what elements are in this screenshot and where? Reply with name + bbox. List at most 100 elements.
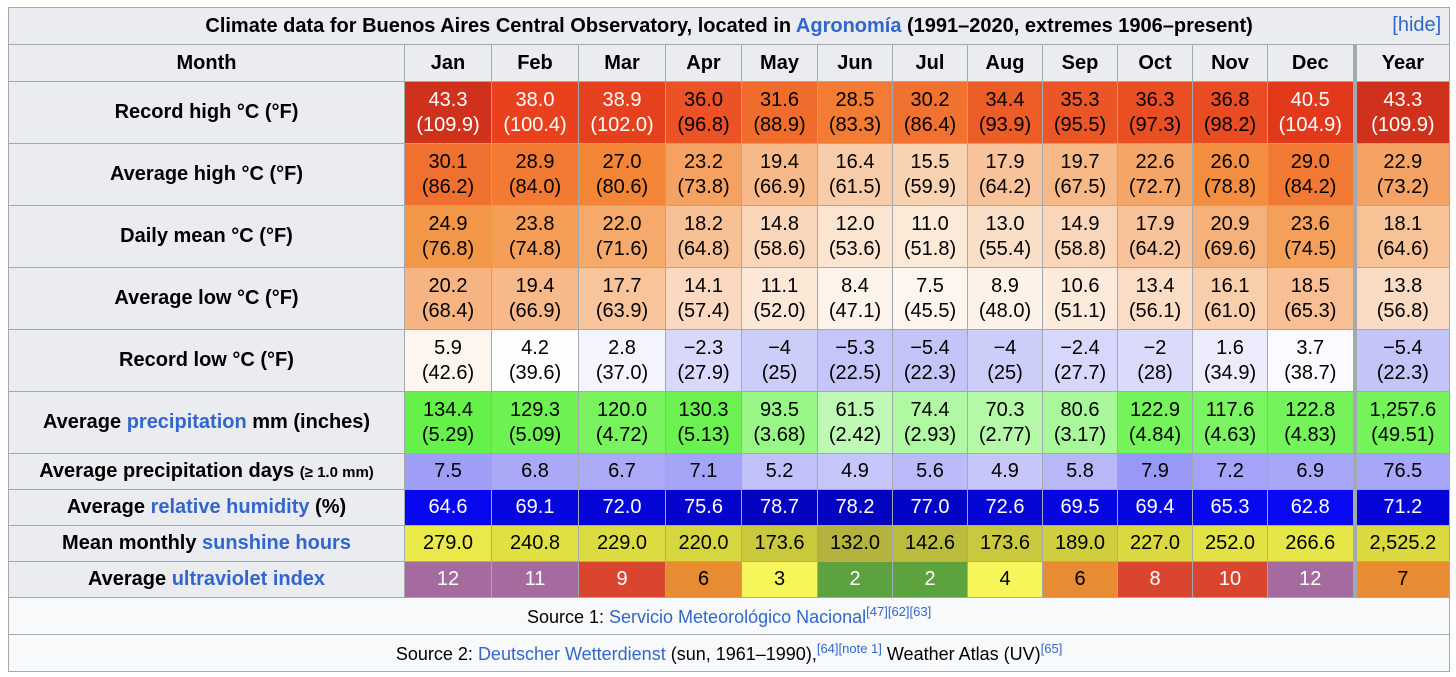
value-secondary: (56.1) xyxy=(1128,299,1182,322)
cell-record-high-sep: 35.3 (95.5) xyxy=(1042,81,1118,144)
cell-record-high-oct: 36.3 (97.3) xyxy=(1117,81,1193,144)
value-secondary: (53.6) xyxy=(828,237,882,260)
row-average-precipitation: Average precipitation mm (inches) 134.4 (5… xyxy=(8,391,1451,454)
row-label-link-relative-humidity[interactable]: relative humidity xyxy=(150,496,310,518)
dwd-link[interactable]: Deutscher Wetterdienst xyxy=(477,644,666,664)
caption-text-before: Climate data for Buenos Aires Central Ob… xyxy=(205,14,796,37)
value-celsius: 5.2 xyxy=(765,460,794,482)
row-sunshine-hours: Mean monthly sunshine hours 279.0 240.8 229… xyxy=(8,525,1451,562)
cell-average-precipitation-oct: 122.9 (4.84) xyxy=(1117,391,1193,454)
cell-record-high-jun: 28.5 (83.3) xyxy=(817,81,893,144)
cell-precipitation-days-dec: 6.9 xyxy=(1267,453,1355,490)
value-celsius: 279.0 xyxy=(422,532,474,554)
row-label-pre-average-low: Average low °C (°F) xyxy=(114,287,299,309)
cell-precipitation-days-feb: 6.8 xyxy=(491,453,579,490)
value-secondary: (93.9) xyxy=(978,113,1032,136)
agronomia-link[interactable]: Agronomía xyxy=(795,14,902,37)
cell-record-low-year: −5.4 (22.3) xyxy=(1352,329,1451,392)
cell-sunshine-hours-year: 2,525.2 xyxy=(1352,525,1451,562)
value-secondary: (58.6) xyxy=(753,237,806,260)
value-secondary: (57.4) xyxy=(677,299,730,322)
value-secondary: (67.5) xyxy=(1053,175,1107,198)
month-header-aug: Aug xyxy=(967,44,1043,82)
value-celsius: 122.8 xyxy=(1285,398,1336,421)
value-celsius: 2,525.2 xyxy=(1369,532,1437,554)
value-celsius: 10 xyxy=(1218,568,1242,590)
value-celsius: 117.6 xyxy=(1205,398,1255,421)
value-celsius: 77.0 xyxy=(910,496,950,518)
value-celsius: 240.8 xyxy=(509,532,561,554)
row-label-link-average-precipitation[interactable]: precipitation xyxy=(126,411,247,433)
month-header-jun: Jun xyxy=(817,44,893,82)
value-secondary: (59.9) xyxy=(903,175,957,198)
source-2-refs-2[interactable]: [65] xyxy=(1040,641,1063,656)
cell-average-precipitation-feb: 129.3 (5.09) xyxy=(491,391,579,454)
cell-sunshine-hours-mar: 229.0 xyxy=(578,525,666,562)
cell-daily-mean-mar: 22.0 (71.6) xyxy=(578,205,666,268)
row-label-sunshine-hours: Mean monthly sunshine hours xyxy=(8,525,405,562)
value-secondary: (73.2) xyxy=(1376,175,1429,198)
value-secondary: (56.8) xyxy=(1376,299,1429,322)
value-celsius: 2 xyxy=(849,568,861,590)
climate-table-container: Climate data for Buenos Aires Central Ob… xyxy=(7,7,1451,672)
source-1-refs[interactable]: [47][62][63] xyxy=(866,604,932,619)
value-celsius: 120.0 xyxy=(596,398,648,421)
climate-table: Climate data for Buenos Aires Central Ob… xyxy=(7,7,1451,672)
value-secondary: (5.13) xyxy=(677,423,730,446)
row-label-record-high: Record high °C (°F) xyxy=(8,81,405,144)
source-2-refs[interactable]: [64][note 1] xyxy=(816,641,882,656)
month-header-apr: Apr xyxy=(665,44,742,82)
row-label-link-sunshine-hours[interactable]: sunshine hours xyxy=(202,532,351,554)
hide-toggle-link[interactable]: [hide] xyxy=(1392,14,1442,36)
value-celsius: 26.0 xyxy=(1210,150,1250,173)
cell-average-low-jan: 20.2 (68.4) xyxy=(404,267,492,330)
value-celsius: 38.0 xyxy=(515,88,555,111)
cell-relative-humidity-mar: 72.0 xyxy=(578,489,666,526)
value-celsius: 1,257.6 xyxy=(1369,398,1437,421)
value-celsius: −2.3 xyxy=(683,336,724,359)
value-celsius: 4.9 xyxy=(991,460,1019,482)
value-celsius: −5.3 xyxy=(835,336,875,359)
cell-daily-mean-may: 14.8 (58.6) xyxy=(741,205,818,268)
value-celsius: 30.2 xyxy=(910,88,950,111)
value-celsius: 8.9 xyxy=(991,274,1019,297)
value-celsius: 78.7 xyxy=(760,496,799,518)
value-celsius: 266.6 xyxy=(1285,532,1336,554)
value-secondary: (84.2) xyxy=(1284,175,1337,198)
cell-relative-humidity-may: 78.7 xyxy=(741,489,818,526)
cell-relative-humidity-year: 71.2 xyxy=(1352,489,1451,526)
value-secondary: (55.4) xyxy=(978,237,1032,260)
caption-text-after: (1991–2020, extremes 1906–present) xyxy=(901,14,1253,37)
cell-record-high-may: 31.6 (88.9) xyxy=(741,81,818,144)
value-celsius: 4.9 xyxy=(841,460,869,482)
value-celsius: 71.2 xyxy=(1383,496,1423,518)
cell-precipitation-days-apr: 7.1 xyxy=(665,453,742,490)
value-secondary: (45.5) xyxy=(903,299,957,322)
value-secondary: (72.7) xyxy=(1128,175,1182,198)
row-label-pre-precipitation-days: Average precipitation days xyxy=(39,460,300,482)
cell-relative-humidity-apr: 75.6 xyxy=(665,489,742,526)
cell-daily-mean-nov: 20.9 (69.6) xyxy=(1192,205,1268,268)
smn-link[interactable]: Servicio Meteorológico Nacional xyxy=(609,607,867,627)
value-celsius: 43.3 xyxy=(428,88,468,111)
value-celsius: 29.0 xyxy=(1290,150,1330,173)
row-label-link-ultraviolet-index[interactable]: ultraviolet index xyxy=(171,568,326,590)
value-celsius: 70.3 xyxy=(985,398,1025,421)
source-1-prefix: Source 1: xyxy=(526,607,610,627)
value-celsius: 18.1 xyxy=(1383,212,1423,235)
value-secondary: (73.8) xyxy=(677,175,730,198)
row-label-pre-sunshine-hours: Mean monthly xyxy=(62,532,203,554)
value-secondary: (71.6) xyxy=(595,237,649,260)
value-celsius: 8 xyxy=(1149,568,1161,590)
cell-ultraviolet-index-may: 3 xyxy=(741,561,818,598)
cell-relative-humidity-jul: 77.0 xyxy=(892,489,968,526)
value-celsius: −4 xyxy=(993,336,1017,359)
row-relative-humidity: Average relative humidity (%) 64.6 69.1 72.… xyxy=(8,489,1451,526)
value-secondary: (2.42) xyxy=(828,423,882,446)
value-secondary: (74.8) xyxy=(508,237,562,260)
cell-relative-humidity-nov: 65.3 xyxy=(1192,489,1268,526)
value-secondary: (25) xyxy=(987,361,1023,384)
value-celsius: 12.0 xyxy=(835,212,875,235)
cell-average-precipitation-year: 1,257.6 (49.51) xyxy=(1352,391,1451,454)
value-secondary: (42.6) xyxy=(421,361,475,384)
